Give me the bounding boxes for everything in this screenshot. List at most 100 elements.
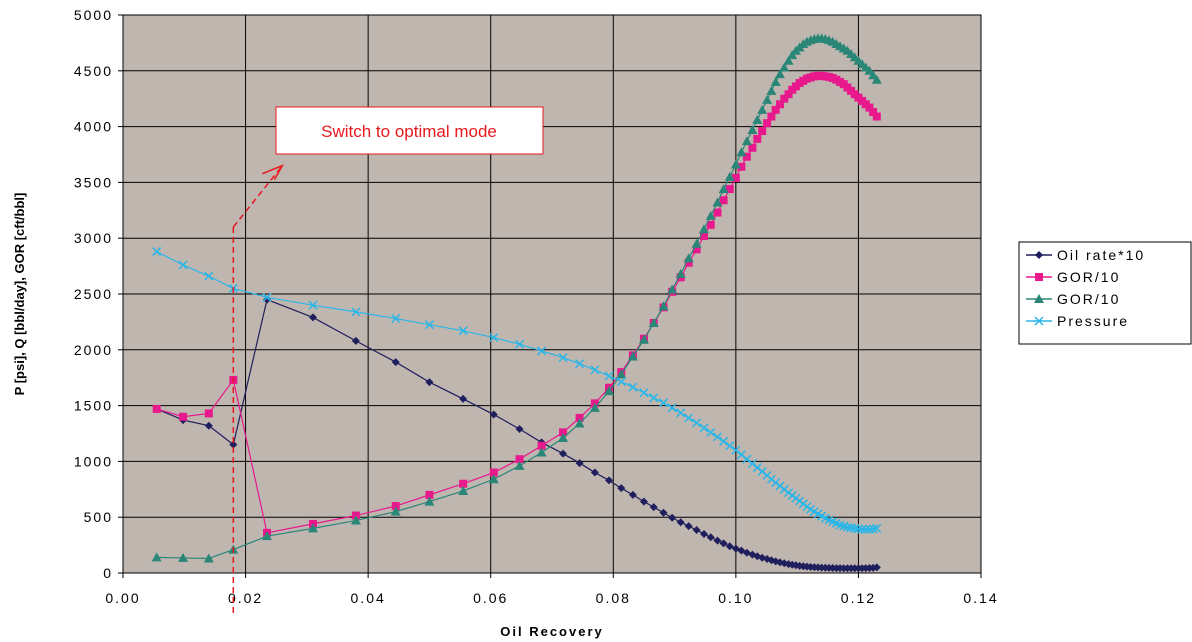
data-point [424,496,435,506]
data-point [458,326,468,336]
data-point [489,410,498,419]
data-point [204,421,213,430]
data-point [668,513,677,522]
data-point [648,318,659,328]
data-point [719,436,729,446]
data-point [683,253,694,263]
legend: Oil rate*10 GOR/10 GOR/10 Pressure [1018,241,1192,345]
data-point [307,523,318,533]
data-point [558,432,569,442]
data-point [667,284,678,294]
data-point [515,455,524,464]
data-point [659,398,669,408]
data-point [730,159,741,169]
data-point [872,563,881,572]
data-point [692,245,701,254]
data-point [559,449,568,458]
data-point [152,247,162,257]
legend-item-2: GOR/10 [1026,291,1118,307]
data-point [536,447,547,457]
data-point [742,152,751,161]
data-point [846,523,856,533]
y-tick-label: 0 [103,565,113,581]
x-tick-label: 0.08 [596,590,631,606]
y-tick-label: 500 [84,509,113,525]
data-point [590,468,599,477]
data-point [179,412,188,421]
data-point [590,365,600,375]
data-point [684,258,693,267]
data-point [575,359,585,369]
y-axis-ticks: 0 500 1000 1500 2000 2500 3000 3500 4000 4500 5000 [74,7,123,581]
data-point [684,522,693,531]
data-point [308,313,317,322]
data-point [762,94,773,104]
data-point [204,409,213,418]
data-point [604,371,614,381]
data-point [712,432,723,442]
data-point [780,94,789,103]
data-point [659,508,668,517]
legend-label: Oil rate*10 [1057,247,1145,263]
x-tick-label: 0.04 [351,590,386,606]
data-point [391,314,401,324]
legend-label: GOR/10 [1057,269,1120,285]
data-point [459,479,468,488]
data-point [639,497,648,506]
data-point [604,476,613,485]
series-1 [152,71,881,537]
series-layer [151,33,882,573]
data-point [706,427,716,437]
data-point [719,539,728,548]
y-tick-label: 4500 [74,63,113,79]
data-point [350,515,361,525]
data-point [872,112,881,121]
legend-item-1: GOR/10 [1026,269,1120,285]
data-point [459,394,468,403]
data-point [152,404,161,413]
data-point [628,382,638,392]
data-point [627,351,638,361]
data-point [589,402,600,412]
annotation-arrowhead [262,164,285,181]
data-point [699,231,708,240]
data-point [758,127,767,136]
data-point [850,523,860,533]
y-axis-title: P [psi], Q [bbl/day], GOR [cft/bbl] [12,193,27,396]
data-point [391,358,400,367]
data-point [771,105,780,114]
data-point [575,413,584,422]
data-point [713,536,722,545]
data-point [489,332,499,343]
data-point [617,484,626,493]
data-point [262,531,273,541]
data-point [489,468,498,477]
data-point [667,403,677,413]
data-point [706,533,715,542]
x-tick-label: 0.12 [841,590,876,606]
data-point [537,346,547,356]
annotation: Switch to optimal mode [232,106,544,613]
legend-marker [1034,294,1044,303]
legend-marker [1034,316,1044,326]
data-point [616,377,626,387]
data-point [558,353,568,363]
data-point [868,524,878,534]
data-point [676,518,685,527]
data-point [774,69,785,79]
data-point [676,408,686,418]
y-tick-label: 4000 [74,119,113,135]
data-point [861,524,871,535]
data-point [649,393,659,403]
series-3 [152,247,882,535]
legend-marker [1035,273,1043,281]
data-point [458,485,469,495]
data-point [628,490,637,499]
data-point [537,441,546,450]
data-point [178,552,189,562]
data-point [737,162,746,171]
data-point [616,369,627,379]
legend-item-3: Pressure [1026,313,1127,329]
y-tick-label: 3500 [74,174,113,190]
